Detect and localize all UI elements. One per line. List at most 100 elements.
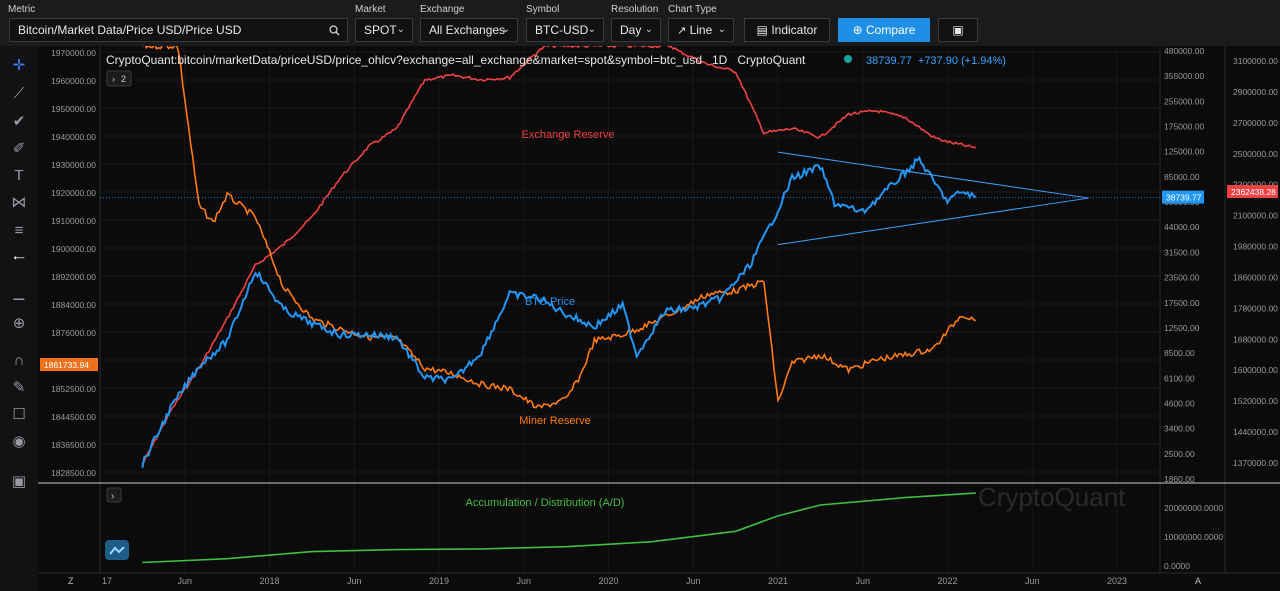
- prediction-icon[interactable]: ≡: [14, 222, 24, 239]
- price-axis-tick: 6100.00: [1164, 373, 1195, 383]
- chevron-down-icon: ⌄: [587, 24, 596, 35]
- symbol-select[interactable]: BTC-USD ⌄: [526, 18, 604, 42]
- left-axis-tick: 1960000.00: [51, 76, 96, 86]
- legend-collapse-count: 2: [121, 74, 126, 84]
- symbol-value: BTC-USD: [535, 23, 589, 37]
- crosshair-icon[interactable]: ✛: [12, 57, 26, 74]
- market-select[interactable]: SPOT ⌄: [355, 18, 413, 42]
- right-axis-tick: 1600000.00: [1233, 365, 1278, 375]
- indicator-collapse-button[interactable]: [106, 487, 122, 503]
- market-value: SPOT: [364, 23, 397, 37]
- chevron-down-icon: ⌄: [501, 24, 510, 35]
- compare-label: Compare: [866, 23, 916, 37]
- time-axis-tick: Jun: [347, 576, 362, 586]
- price-axis-current-badge-text: 38739.77: [1166, 193, 1202, 203]
- indicator-button[interactable]: ▤ Indicator: [744, 18, 830, 42]
- legend-source: CryptoQuant:bitcoin/marketData/priceUSD/…: [106, 53, 806, 67]
- compare-button[interactable]: ⊕ Compare: [838, 18, 930, 42]
- time-axis-tick: Jun: [516, 576, 531, 586]
- series-miner-reserve: [141, 46, 977, 409]
- chevron-right-icon: ›: [111, 491, 114, 502]
- metric-search-input[interactable]: Bitcoin/Market Data/Price USD/Price USD: [9, 18, 348, 42]
- ruler-icon[interactable]: ⚊: [12, 287, 26, 304]
- series-layer: [141, 46, 977, 564]
- pattern-icon[interactable]: ⋈: [11, 194, 27, 211]
- trash-icon[interactable]: ▣: [11, 473, 27, 490]
- right-axis-tick: 2100000.00: [1233, 211, 1278, 221]
- left-axis-tick: 1930000.00: [51, 160, 96, 170]
- chevron-down-icon: ⌄: [644, 24, 653, 35]
- symbol-label: Symbol: [526, 4, 560, 15]
- time-axis-tick: 17: [102, 576, 112, 586]
- left-axis-tick: 1876000.00: [51, 328, 96, 338]
- triangle-lower-line: [777, 197, 1089, 246]
- price-axis-current-badge: [1162, 190, 1204, 204]
- eye-icon[interactable]: ◉: [12, 433, 26, 450]
- price-axis-tick: 12500.00: [1164, 323, 1200, 333]
- time-axis-tick: 2022: [937, 576, 957, 586]
- time-axis-tick: 2018: [259, 576, 279, 586]
- cryptoquant-logo-icon: [105, 540, 129, 560]
- price-chart[interactable]: CryptoQuant 1970000.00 1960000.00 1950000.…: [0, 46, 1280, 591]
- pencil-lock-icon[interactable]: ✎: [12, 379, 26, 396]
- exchange-value: All Exchanges: [429, 23, 506, 37]
- price-axis-tick: 23500.00: [1164, 273, 1200, 283]
- triangle-pattern: [777, 151, 1089, 246]
- axes-layer: 1970000.00 1960000.00 1950000.00 1940000.00…: [40, 46, 1278, 586]
- pitchfork-icon[interactable]: ✔: [12, 113, 26, 130]
- right-axis-tick: 1440000.00: [1233, 427, 1278, 437]
- auto-scale-button[interactable]: A: [1195, 576, 1201, 586]
- left-axis-tick: 1900000.00: [51, 244, 96, 254]
- price-axis-tick: 17500.00: [1164, 298, 1200, 308]
- chevron-down-icon: ⌄: [396, 24, 405, 35]
- triangle-upper-line: [777, 151, 1089, 199]
- zoom-in-icon[interactable]: ⊕: [12, 315, 26, 332]
- price-axis-tick: 85000.00: [1164, 172, 1200, 182]
- left-axis-tick: 1910000.00: [51, 216, 96, 226]
- magnet-icon[interactable]: ∩: [13, 352, 25, 369]
- annotations-layer: Exchange Reserve BTC Price Miner Reserve Ac…: [466, 129, 625, 509]
- right-axis-tick: 2900000.00: [1233, 87, 1278, 97]
- price-axis-tick: 3400.00: [1164, 424, 1195, 434]
- indicator-axis-tick: 0.0000: [1164, 561, 1190, 571]
- lock-icon[interactable]: ☐: [12, 406, 26, 423]
- market-label: Market: [355, 4, 386, 15]
- chart-type-value: Line: [689, 23, 713, 37]
- zoom-button[interactable]: Z: [68, 576, 74, 586]
- exchange-select[interactable]: All Exchanges ⌄: [420, 18, 518, 42]
- indicator-axis-tick: 20000000.0000: [1164, 503, 1223, 513]
- left-axis-tick: 1836500.00: [51, 440, 96, 450]
- chevron-down-icon: ⌄: [717, 24, 726, 35]
- indicator-label: Indicator: [771, 23, 818, 37]
- left-axis-tick: 1892000.00: [51, 272, 96, 282]
- back-arrow-icon[interactable]: 🠀: [12, 250, 26, 267]
- right-axis-tick: 1370000.00: [1233, 458, 1278, 468]
- price-axis-tick: 255000.00: [1164, 96, 1204, 106]
- chart-type-select[interactable]: ↗ Line ⌄: [668, 18, 734, 42]
- price-axis-tick: 31500.00: [1164, 247, 1200, 257]
- price-axis-tick: 355000.00: [1164, 71, 1204, 81]
- trend-line-icon[interactable]: ⟋: [13, 85, 25, 102]
- resolution-select[interactable]: Day ⌄: [611, 18, 661, 42]
- left-axis-tick: 1970000.00: [51, 48, 96, 58]
- right-axis-tick: 2300000.00: [1233, 180, 1278, 190]
- price-axis-tick: 4600.00: [1164, 398, 1195, 408]
- chart-type-label: Chart Type: [668, 4, 717, 15]
- text-tool-icon[interactable]: T: [14, 167, 24, 184]
- metric-value: Bitcoin/Market Data/Price USD/Price USD: [18, 23, 242, 37]
- time-axis-tick: 2020: [598, 576, 618, 586]
- screenshot-button[interactable]: ▣: [938, 18, 978, 42]
- right-axis-tick: 1980000.00: [1233, 242, 1278, 252]
- time-axis-tick: Jun: [686, 576, 701, 586]
- camera-icon: ▣: [952, 23, 964, 37]
- search-icon[interactable]: [329, 19, 340, 45]
- price-axis-tick: 480000.00: [1164, 46, 1204, 56]
- left-axis-tick: 1852500.00: [51, 384, 96, 394]
- left-axis-tick: 1844500.00: [51, 412, 96, 422]
- price-axis-tick: 44000.00: [1164, 222, 1200, 232]
- brush-icon[interactable]: ✐: [12, 140, 26, 157]
- series-annotation: Accumulation / Distribution (A/D): [466, 497, 625, 509]
- price-axis-tick: 125000.00: [1164, 147, 1204, 157]
- right-axis-current-badge: [1227, 185, 1278, 198]
- legend-collapse-button[interactable]: [106, 70, 132, 87]
